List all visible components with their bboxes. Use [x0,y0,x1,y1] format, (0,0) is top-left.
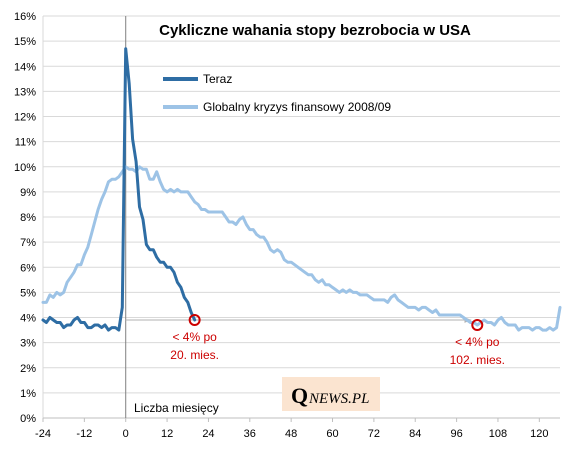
y-tick-label: 8% [20,212,36,224]
annotation-text: 102. mies. [450,353,505,367]
y-tick-label: 4% [20,313,36,325]
y-tick-label: 10% [14,162,36,174]
series-line-teraz [41,47,197,332]
x-tick-label: 48 [285,428,297,440]
x-tick-label: 24 [202,428,214,440]
y-tick-label: 11% [15,137,36,149]
x-axis-ticks: -24 -12 0 12 24 36 48 60 72 84 96 108 120 [35,418,548,440]
y-tick-label: 0% [20,413,36,425]
threshold-marker-circle [188,314,201,327]
y-tick-label: 1% [20,388,36,400]
legend-label-crisis: Globalny kryzys finansowy 2008/09 [203,100,391,114]
y-tick-label: 6% [20,262,36,274]
y-tick-label: 2% [20,363,36,375]
y-tick-label: 13% [14,86,36,98]
logo-background [282,377,380,411]
annotation-text: < 4% po [455,335,500,349]
logo-initial: Q [291,383,308,408]
x-tick-label: 120 [530,428,548,440]
y-tick-label: 3% [20,338,36,350]
legend: Teraz Globalny kryzys finansowy 2008/09 [163,72,391,114]
legend-label-teraz: Teraz [203,72,232,86]
x-tick-label: -12 [76,428,92,440]
x-tick-label: 72 [368,428,380,440]
y-axis-ticks: 0% 1% 2% 3% 4% 5% 6% 7% 8% 9% 10% 11% 12% 13% 14% 15% 16… [14,11,36,425]
x-tick-label: 0 [123,428,129,440]
y-tick-label: 16% [14,11,36,23]
y-tick-label: 9% [20,187,36,199]
annotations: < 4% po 20. mies. < 4% po 102. mies. [170,314,505,367]
qnews-logo: Q NEWS.PL [282,377,380,411]
y-tick-label: 15% [14,36,36,48]
chart-title: Cykliczne wahania stopy bezrobocia w USA [159,22,471,39]
x-tick-label: 108 [489,428,507,440]
y-tick-label: 7% [20,237,36,249]
annotation-text: 20. mies. [170,348,219,362]
x-tick-label: 84 [409,428,421,440]
x-tick-label: 96 [450,428,462,440]
gridlines [42,15,560,419]
y-tick-label: 14% [14,61,36,73]
x-tick-label: 60 [326,428,338,440]
annotation-text: < 4% po [172,330,217,344]
x-axis-label: Liczba miesięcy [134,401,219,415]
logo-text: NEWS.PL [308,391,369,407]
threshold-marker-circle [471,319,484,332]
y-tick-label: 5% [20,287,36,299]
x-tick-label: 12 [161,428,173,440]
x-tick-label: -24 [35,428,51,440]
y-tick-label: 12% [14,112,36,124]
x-tick-label: 36 [244,428,256,440]
